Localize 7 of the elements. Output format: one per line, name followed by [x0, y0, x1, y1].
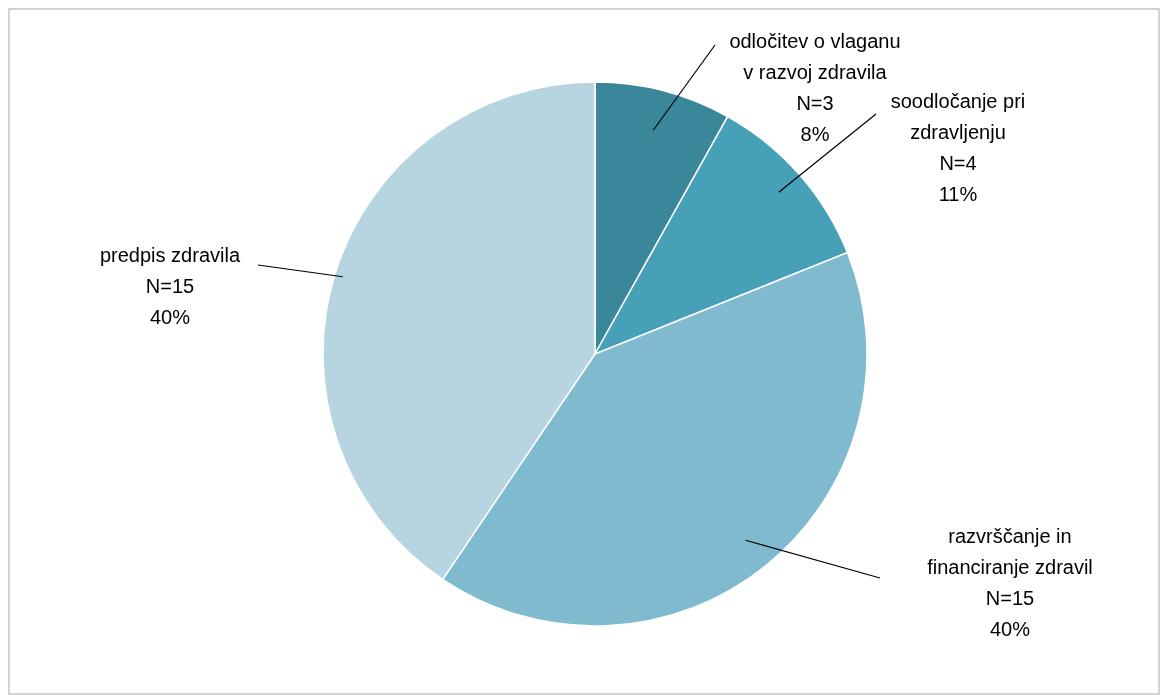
slice-label: razvrščanje in financiranje zdravil [927, 525, 1093, 578]
data-label: N=15 40% [145, 275, 195, 328]
data-label: N=4 11% [938, 152, 978, 205]
slice-label: soodločanje pri zdravljenju [890, 90, 1026, 143]
data-label: N=3 8% [796, 92, 834, 145]
data-label: N=15 40% [985, 587, 1035, 640]
slice-label: predpis zdravila [99, 244, 241, 266]
